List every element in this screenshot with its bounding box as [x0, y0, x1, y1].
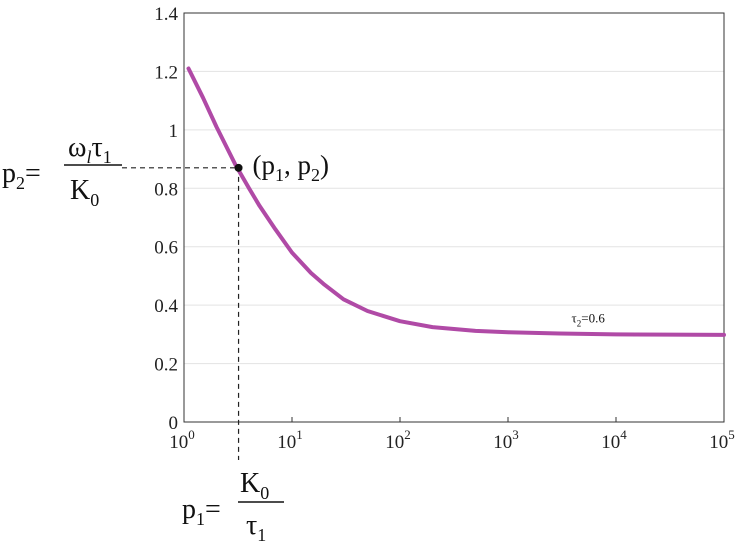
x-annotation-tau: τ	[246, 510, 257, 541]
x-annotation-eq: =	[205, 494, 221, 525]
y-annotation-p: p	[2, 158, 16, 189]
series-group	[186, 66, 726, 337]
y-annotation-tau: τ	[91, 132, 102, 163]
y-tick-label-6: 1.2	[154, 62, 178, 83]
y-annotation-omega-sub: l	[86, 147, 91, 167]
x-tick-base-4: 10	[601, 432, 620, 453]
series-label: τ2=0.6	[572, 310, 606, 328]
point-label-sub1: 1	[275, 165, 284, 185]
x-tick-label-1: 101	[277, 427, 303, 453]
y-tick-label-2: 0.4	[154, 296, 178, 317]
x-tick-base-1: 10	[277, 432, 296, 453]
y-annotation-tau-sub: 1	[103, 147, 112, 167]
x-tick-base-2: 10	[385, 432, 404, 453]
y-annotation-p-sub: 2	[16, 173, 25, 193]
point-label-close: )	[320, 150, 329, 180]
y-tick-label-4: 0.8	[154, 179, 178, 200]
series-label-rest: =0.6	[581, 310, 605, 325]
y-annotation-numerator: ωlτ1	[68, 132, 112, 167]
x-tick-label-0: 100	[169, 427, 195, 453]
y-annotation-omega: ω	[68, 132, 86, 163]
y-tick-label-1: 0.2	[154, 355, 178, 376]
x-tick-base-0: 10	[169, 432, 188, 453]
y-annotation-lhs: p2=	[2, 158, 41, 193]
y-annotation-K: K	[70, 175, 90, 206]
y-tick-label-3: 0.6	[154, 238, 178, 259]
x-annotation-p-sub: 1	[196, 509, 205, 529]
y-tick-label-7: 1.4	[154, 4, 178, 25]
x-tick-exponent-0: 0	[188, 427, 195, 442]
y-annotation-K-sub: 0	[90, 190, 99, 210]
gridlines	[184, 70, 724, 365]
x-axis: 100 101 102 103 104 105	[169, 417, 735, 453]
x-annotation-lhs: p1=	[182, 494, 221, 529]
x-annotation-K-sub: 0	[260, 483, 269, 503]
x-tick-base-3: 10	[493, 432, 512, 453]
y-axis: 0 0.2 0.4 0.6 0.8 1 1.2 1.4	[154, 4, 178, 434]
series-label-base: τ	[572, 310, 577, 325]
x-annotation-numerator: K0	[240, 468, 269, 503]
point-label: (p1, p2)	[253, 150, 330, 185]
x-annotation-tau-sub: 1	[257, 525, 266, 545]
point-label-sub2: 2	[311, 165, 320, 185]
x-annotation-p: p	[182, 494, 196, 525]
series-line-0	[186, 66, 726, 337]
marked-point	[234, 163, 243, 172]
x-tick-base-5: 10	[709, 432, 728, 453]
plot-frame	[183, 12, 725, 423]
point-label-open: (p	[253, 150, 276, 180]
y-annotation-eq: =	[25, 158, 41, 189]
x-tick-label-2: 102	[385, 427, 411, 453]
x-tick-label-5: 105	[709, 427, 735, 453]
x-tick-exponent-2: 2	[404, 427, 411, 442]
x-tick-label-3: 103	[493, 427, 519, 453]
y-annotation-denominator: K0	[70, 175, 99, 210]
x-annotation-denominator: τ1	[246, 510, 266, 545]
x-tick-label-4: 104	[601, 427, 627, 453]
x-tick-exponent-4: 4	[620, 427, 627, 442]
x-annotation-K: K	[240, 468, 260, 499]
x-tick-exponent-1: 1	[296, 427, 303, 442]
x-tick-exponent-5: 5	[728, 427, 735, 442]
guide-lines	[122, 167, 240, 460]
point-label-mid: , p	[284, 150, 311, 180]
y-tick-label-0: 0	[169, 413, 179, 434]
y-tick-label-5: 1	[169, 121, 179, 142]
series-label-sub: 2	[577, 318, 582, 328]
x-tick-exponent-3: 3	[512, 427, 519, 442]
